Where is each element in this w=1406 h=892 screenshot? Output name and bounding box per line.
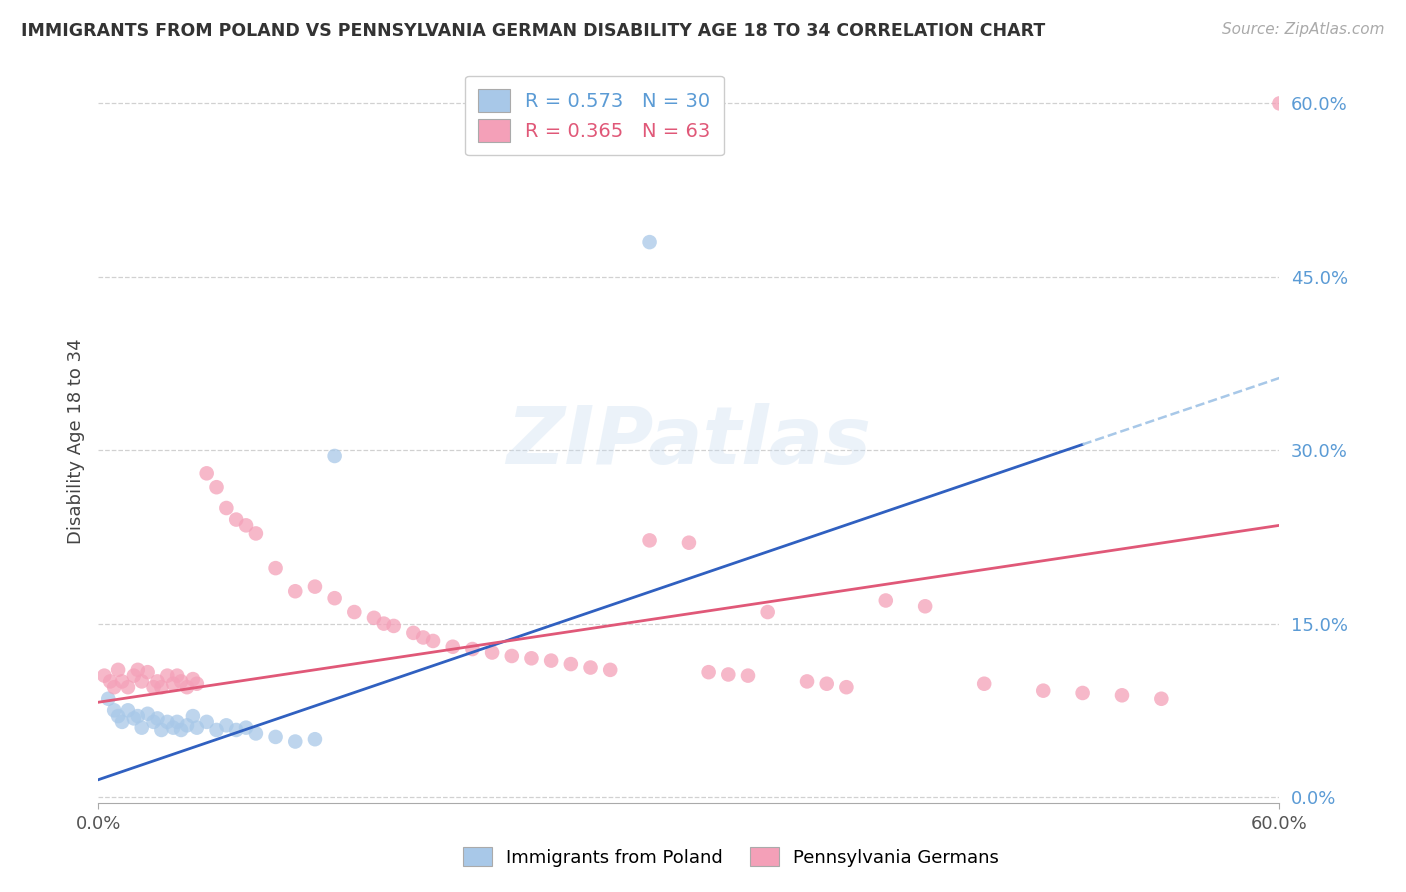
Point — [93, 668, 115, 682]
Point — [186, 677, 208, 691]
Point — [245, 526, 267, 541]
Point — [181, 672, 204, 686]
Point — [284, 584, 307, 599]
Point — [875, 593, 897, 607]
Point — [156, 668, 179, 682]
Point — [1071, 686, 1094, 700]
Point — [122, 711, 145, 725]
Point — [235, 721, 257, 735]
Point — [205, 480, 228, 494]
Point — [98, 674, 121, 689]
Point — [737, 668, 759, 682]
Point — [127, 709, 149, 723]
Point — [156, 714, 179, 729]
Legend: R = 0.573   N = 30, R = 0.365   N = 63: R = 0.573 N = 30, R = 0.365 N = 63 — [465, 76, 724, 155]
Point — [697, 665, 720, 680]
Point — [162, 721, 184, 735]
Point — [176, 718, 198, 732]
Point — [142, 714, 165, 729]
Point — [162, 677, 184, 691]
Point — [146, 674, 169, 689]
Point — [170, 723, 193, 737]
Point — [107, 663, 129, 677]
Point — [215, 501, 238, 516]
Point — [520, 651, 543, 665]
Point — [638, 235, 661, 249]
Point — [343, 605, 366, 619]
Point — [136, 706, 159, 721]
Point — [796, 674, 818, 689]
Point — [136, 665, 159, 680]
Point — [599, 663, 621, 677]
Point — [441, 640, 464, 654]
Point — [1032, 683, 1054, 698]
Point — [560, 657, 582, 671]
Point — [402, 625, 425, 640]
Point — [176, 680, 198, 694]
Point — [579, 660, 602, 674]
Point — [481, 646, 503, 660]
Point — [170, 674, 193, 689]
Text: Source: ZipAtlas.com: Source: ZipAtlas.com — [1222, 22, 1385, 37]
Point — [117, 680, 139, 694]
Point — [122, 668, 145, 682]
Point — [638, 533, 661, 548]
Point — [142, 680, 165, 694]
Point — [146, 711, 169, 725]
Point — [756, 605, 779, 619]
Legend: Immigrants from Poland, Pennsylvania Germans: Immigrants from Poland, Pennsylvania Ger… — [456, 840, 1007, 874]
Point — [235, 518, 257, 533]
Point — [150, 723, 173, 737]
Point — [815, 677, 838, 691]
Point — [245, 726, 267, 740]
Point — [412, 631, 434, 645]
Point — [195, 467, 218, 481]
Point — [914, 599, 936, 614]
Text: IMMIGRANTS FROM POLAND VS PENNSYLVANIA GERMAN DISABILITY AGE 18 TO 34 CORRELATIO: IMMIGRANTS FROM POLAND VS PENNSYLVANIA G… — [21, 22, 1045, 40]
Point — [107, 709, 129, 723]
Point — [678, 535, 700, 549]
Point — [111, 714, 134, 729]
Y-axis label: Disability Age 18 to 34: Disability Age 18 to 34 — [66, 339, 84, 544]
Point — [225, 723, 247, 737]
Point — [1111, 688, 1133, 702]
Point — [186, 721, 208, 735]
Point — [166, 668, 188, 682]
Point — [205, 723, 228, 737]
Point — [131, 721, 153, 735]
Point — [323, 449, 346, 463]
Point — [150, 680, 173, 694]
Point — [1150, 691, 1173, 706]
Point — [382, 619, 405, 633]
Point — [215, 718, 238, 732]
Point — [973, 677, 995, 691]
Point — [225, 512, 247, 526]
Point — [195, 714, 218, 729]
Point — [422, 634, 444, 648]
Point — [97, 691, 120, 706]
Point — [323, 591, 346, 606]
Point — [103, 703, 125, 717]
Point — [284, 734, 307, 748]
Point — [717, 667, 740, 681]
Point — [103, 680, 125, 694]
Point — [264, 561, 287, 575]
Point — [1268, 96, 1291, 111]
Point — [461, 642, 484, 657]
Point — [835, 680, 858, 694]
Point — [304, 580, 326, 594]
Point — [304, 732, 326, 747]
Text: ZIPatlas: ZIPatlas — [506, 402, 872, 481]
Point — [166, 714, 188, 729]
Point — [117, 703, 139, 717]
Point — [501, 648, 523, 663]
Point — [127, 663, 149, 677]
Point — [111, 674, 134, 689]
Point — [373, 616, 395, 631]
Point — [181, 709, 204, 723]
Point — [131, 674, 153, 689]
Point — [363, 611, 385, 625]
Point — [264, 730, 287, 744]
Point — [540, 654, 562, 668]
